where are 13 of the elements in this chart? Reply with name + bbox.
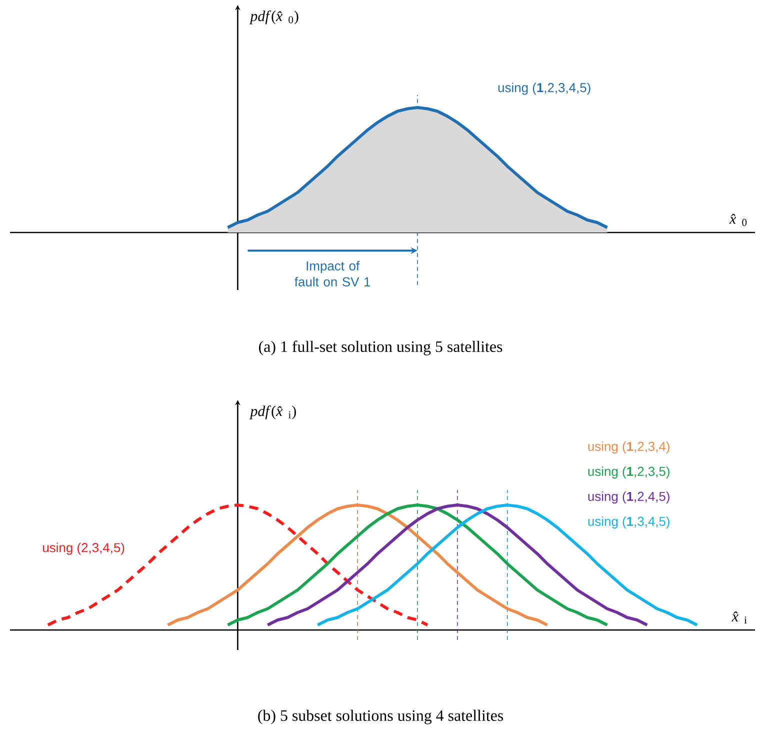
series-label: using (2,3,4,5) xyxy=(43,542,124,555)
text: Impact of fault on SV 1 xyxy=(294,261,370,286)
x-axis-title: x̂$_{i}$ xyxy=(732,612,747,624)
text: (a) 1 full-set solution using 5 satellites xyxy=(259,340,502,356)
x-axis-title: x̂$_{0}$ xyxy=(729,214,747,226)
text: using (1,2,3,5) xyxy=(588,466,670,479)
y-axis-title: pdf(x̂$_{0}$) xyxy=(249,10,298,24)
text: (b) 5 subset solutions using 4 satellites xyxy=(258,710,504,724)
y-axis-title: pdf(x̂$_{i}$) xyxy=(249,406,296,420)
text: using (1,2,3,4,5) xyxy=(498,82,590,95)
series-label: using (1,3,4,5) xyxy=(588,516,670,529)
text: using (1,2,3,4) xyxy=(588,441,670,454)
text: using (1,2,4,5) xyxy=(588,491,670,504)
